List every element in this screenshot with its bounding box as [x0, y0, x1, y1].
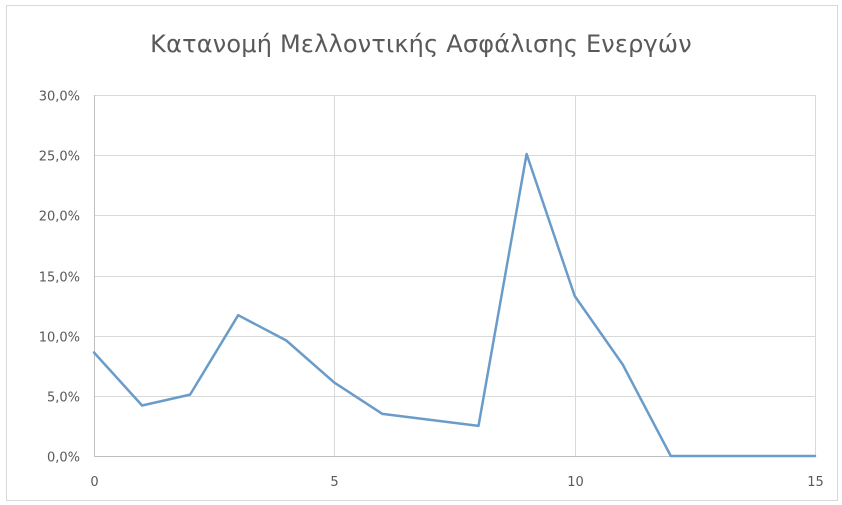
x-tick-label: 5: [330, 475, 338, 490]
axes: [94, 95, 815, 457]
horizontal-gridlines: [94, 95, 815, 397]
y-tick-label: 5,0%: [47, 391, 80, 406]
y-tick-label: 25,0%: [39, 150, 80, 165]
y-tick-label: 0,0%: [47, 451, 80, 466]
y-tick-label: 15,0%: [39, 271, 80, 286]
vertical-gridlines: [334, 95, 816, 456]
x-tick-label: 10: [567, 475, 584, 490]
series-group: [92, 152, 817, 458]
y-tick-label: 30,0%: [39, 90, 80, 105]
x-tick-labels: 0 5 10 15: [90, 475, 823, 490]
chart-title: Κατανομή Μελλοντικής Ασφάλισης Ενεργών: [150, 30, 692, 58]
y-tick-label: 10,0%: [39, 331, 80, 346]
y-tick-labels: 0,0% 5,0% 10,0% 15,0% 20,0% 25,0% 30,0%: [39, 90, 80, 466]
x-tick-label: 0: [90, 475, 98, 490]
series-line: [92, 152, 817, 458]
y-tick-label: 20,0%: [39, 210, 80, 225]
x-tick-label: 15: [807, 475, 824, 490]
